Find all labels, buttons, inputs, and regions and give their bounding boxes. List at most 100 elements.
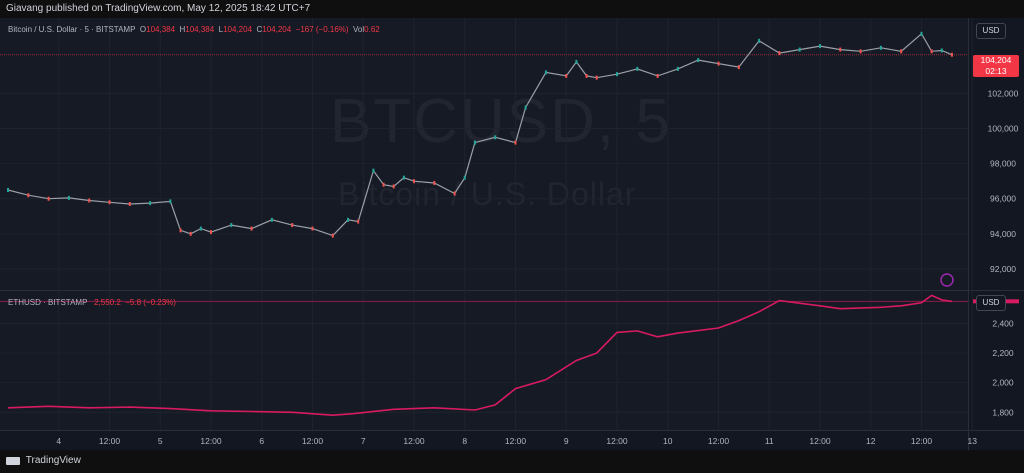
price-tick-label: 1,800	[992, 407, 1014, 417]
btc-candle	[575, 59, 578, 64]
price-tick-label: 96,000	[990, 194, 1016, 204]
btc-candle	[717, 61, 720, 66]
pane-separator[interactable]	[0, 290, 1024, 291]
btc-candle	[676, 66, 679, 71]
btc-candle	[372, 168, 375, 173]
btc-candle	[656, 73, 659, 78]
chart-area[interactable]: BTCUSD, 5 Bitcoin / U.S. Dollar 4 12:00 5 1…	[0, 18, 1024, 451]
btc-candle	[88, 198, 91, 203]
time-tick-label: 12:00	[403, 436, 425, 446]
time-tick-label: 11	[765, 436, 774, 446]
btc-candle	[27, 193, 30, 198]
btc-vol-value: 0.62	[364, 25, 380, 34]
time-tick-label: 9	[564, 436, 569, 446]
btc-candle	[382, 182, 385, 187]
btc-candle	[179, 228, 182, 233]
published-text: Giavang published on TradingView.com, Ma…	[6, 3, 311, 14]
plot-area[interactable]	[0, 18, 968, 430]
btc-candle	[453, 191, 456, 196]
btc-candle	[494, 135, 497, 140]
btc-price-tag: 104,204 02:13	[973, 55, 1019, 77]
btc-candle	[7, 187, 9, 192]
btc-candle	[47, 196, 50, 201]
btc-candle	[950, 52, 953, 57]
btc-candle	[347, 217, 350, 222]
time-tick-label: 10	[663, 436, 673, 446]
price-tick-label: 102,000	[988, 88, 1019, 98]
btc-candle	[311, 226, 314, 231]
time-tick-label: 12:00	[505, 436, 527, 446]
footer-brand: TradingView	[25, 455, 81, 466]
eth-legend-title: ETHUSD · BITSTAMP	[8, 298, 88, 307]
price-tick-label: 2,200	[992, 348, 1014, 358]
btc-candle	[433, 180, 436, 185]
btc-candle	[900, 49, 903, 54]
published-banner: Giavang published on TradingView.com, Ma…	[0, 0, 1024, 18]
btc-candle	[149, 201, 152, 206]
btc-low-label: L	[218, 25, 224, 34]
price-tick-label: 92,000	[990, 264, 1016, 274]
alert-icon	[940, 273, 954, 287]
price-axis[interactable]	[968, 18, 1024, 430]
btc-close-value: 104,204	[262, 25, 292, 34]
btc-candle	[128, 202, 131, 207]
time-tick-label: 12:00	[911, 436, 933, 446]
btc-candle	[402, 175, 405, 180]
btc-candle	[291, 223, 294, 228]
btc-candle	[595, 75, 598, 80]
price-tick-label: 94,000	[990, 229, 1016, 239]
btc-open-label: O	[139, 25, 147, 34]
time-tick-label: 13	[968, 436, 978, 446]
btc-candle	[514, 140, 517, 145]
price-tick-label: 98,000	[990, 159, 1016, 169]
btc-candle	[636, 66, 639, 71]
btc-candle	[473, 140, 476, 145]
time-axis[interactable]	[0, 430, 968, 451]
eth-legend[interactable]: ETHUSD · BITSTAMP 2,550.2 −5.8 (−0.23%)	[8, 298, 176, 307]
btc-vol-label: Vol	[353, 25, 365, 34]
btc-legend-title: Bitcoin / U.S. Dollar · 5 · BITSTAMP	[8, 25, 136, 34]
btc-candle	[565, 73, 568, 78]
btc-legend[interactable]: Bitcoin / U.S. Dollar · 5 · BITSTAMP O10…	[8, 25, 380, 34]
time-tick-label: 5	[158, 436, 163, 446]
btc-series-line	[7, 32, 953, 237]
btc-candle	[357, 219, 360, 224]
btc-candle	[616, 72, 618, 77]
btc-high-value: 104,384	[185, 25, 215, 34]
tradingview-logo-icon	[6, 457, 20, 465]
btc-candle	[879, 45, 882, 50]
btc-candle	[230, 223, 233, 228]
btc-open-value: 104,384	[146, 25, 176, 34]
btc-candle	[463, 175, 466, 180]
time-tick-label: 6	[259, 436, 264, 446]
btc-candle	[524, 105, 527, 110]
btc-candle	[250, 226, 253, 231]
time-tick-label: 12:00	[809, 436, 831, 446]
time-tick-label: 12:00	[302, 436, 324, 446]
btc-candle	[819, 44, 821, 49]
btc-candle	[859, 49, 862, 54]
btc-currency-button[interactable]: USD	[976, 23, 1006, 39]
btc-candle	[270, 217, 273, 222]
btc-low-value: 104,204	[223, 25, 253, 34]
btc-candle	[930, 49, 933, 54]
time-tick-label: 12:00	[200, 436, 222, 446]
time-tick-label: 4	[56, 436, 61, 446]
watermark-name: Bitcoin / U.S. Dollar	[338, 176, 637, 212]
btc-candle	[940, 48, 943, 53]
btc-candle	[189, 231, 192, 236]
btc-candle	[920, 31, 923, 36]
btc-candle	[737, 65, 740, 70]
btc-candle	[758, 38, 761, 43]
btc-candle	[697, 58, 700, 63]
btc-candle	[108, 200, 111, 205]
btc-candle	[544, 70, 547, 75]
btc-price-tag-countdown: 02:13	[985, 66, 1007, 76]
watermark-symbol: BTCUSD, 5	[330, 87, 672, 156]
time-tick-label: 12:00	[99, 436, 121, 446]
btc-candle	[169, 199, 172, 204]
eth-value: 2,550.2	[94, 298, 121, 307]
eth-currency-button[interactable]: USD	[976, 295, 1006, 311]
time-tick-label: 7	[361, 436, 366, 446]
price-tick-label: 2,000	[992, 378, 1014, 388]
